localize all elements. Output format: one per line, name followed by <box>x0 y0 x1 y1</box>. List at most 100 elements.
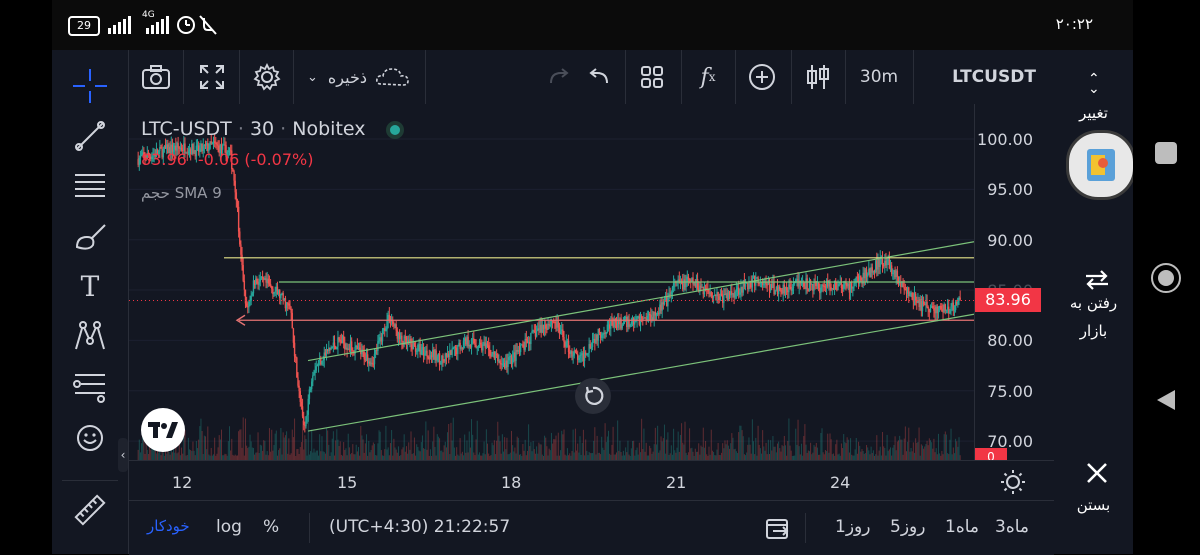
candle-body <box>505 360 507 369</box>
fullscreen-icon[interactable] <box>185 50 239 104</box>
candle-body <box>436 356 438 361</box>
volume-bar <box>360 426 362 460</box>
price-chart[interactable] <box>129 104 974 460</box>
candle-body <box>209 141 211 149</box>
volume-bar <box>355 444 357 460</box>
time-axis[interactable]: 12 15 18 21 24 <box>129 460 1054 501</box>
home-button[interactable] <box>1151 263 1181 293</box>
chart-pane[interactable]: LTC-USDT · 30 · Nobitex 83.96 -0.06 (-0.… <box>129 104 974 460</box>
crosshair-icon[interactable] <box>70 66 110 106</box>
volume-bar <box>353 454 355 460</box>
volume-bar <box>255 452 257 460</box>
volume-bar <box>927 445 929 460</box>
log-scale-toggle[interactable]: log <box>216 517 242 537</box>
pattern-tool-icon[interactable] <box>70 316 110 356</box>
add-compare-icon[interactable] <box>737 50 787 104</box>
volume-bar <box>352 444 354 460</box>
volume-bar <box>425 421 427 460</box>
candle-body <box>221 145 224 150</box>
candle-body <box>680 280 683 282</box>
candle-body <box>836 289 838 291</box>
candle-body <box>830 287 832 290</box>
candle-body <box>460 347 462 349</box>
prediction-tool-icon[interactable] <box>70 366 110 406</box>
candle-body <box>395 324 397 331</box>
candles-chart-type-icon[interactable] <box>793 50 843 104</box>
change-label[interactable]: تغییر <box>1079 104 1108 122</box>
go-to-market-label-1[interactable]: رفتن به <box>1069 294 1118 312</box>
percent-scale-toggle[interactable]: % <box>263 517 280 537</box>
settings-gear-icon[interactable] <box>241 50 293 104</box>
range-1m[interactable]: 1ماه <box>945 517 980 537</box>
close-icon[interactable] <box>1086 462 1108 488</box>
app-bubble-icon[interactable] <box>1066 130 1136 200</box>
volume-bar <box>417 446 419 460</box>
volume-bar <box>179 455 181 460</box>
volume-bar <box>796 444 798 460</box>
volume-bar <box>448 423 450 460</box>
volume-indicator-label[interactable]: حجم SMA 9 <box>141 184 222 202</box>
candle-body <box>497 354 499 362</box>
volume-bar <box>248 446 250 460</box>
timezone-clock[interactable]: (UTC+4:30) 21:22:57 <box>329 517 511 537</box>
go-to-date-icon[interactable] <box>765 515 791 545</box>
candle-body <box>573 350 575 356</box>
range-1d[interactable]: 1روز <box>835 517 871 537</box>
trendline-tool-icon[interactable] <box>70 116 110 156</box>
close-label[interactable]: بستن <box>1076 496 1111 514</box>
volume-bar <box>576 450 578 460</box>
candle-body <box>693 282 695 285</box>
brush-tool-icon[interactable] <box>70 216 110 256</box>
undo-icon[interactable] <box>577 50 621 104</box>
redo-icon[interactable] <box>537 50 581 104</box>
candle-body <box>411 344 413 350</box>
recents-button[interactable] <box>1155 142 1177 164</box>
candle-body <box>849 282 852 293</box>
candle-body <box>865 269 868 277</box>
candle-body <box>413 342 416 346</box>
collapse-toolbar-button[interactable]: ‹ <box>118 438 128 472</box>
volume-bar <box>236 455 238 460</box>
volume-bar <box>750 453 752 460</box>
go-to-market-label-2[interactable]: بازار <box>1079 322 1108 340</box>
legend-exchange: Nobitex <box>292 118 366 140</box>
range-3m[interactable]: 3ماه <box>995 517 1030 537</box>
ruler-tool-icon[interactable] <box>70 490 110 530</box>
fib-tool-icon[interactable] <box>70 166 110 206</box>
save-layout-button[interactable]: ⌄ ذخیره <box>299 50 419 104</box>
volume-bar <box>517 437 519 460</box>
reset-chart-icon[interactable] <box>575 378 611 414</box>
volume-bar <box>244 418 246 460</box>
volume-bar <box>630 448 632 460</box>
emoji-tool-icon[interactable] <box>70 418 110 458</box>
chevron-up-down-icon[interactable]: ⌃ ⌄ <box>1088 71 1100 97</box>
candle-body <box>390 320 393 322</box>
volume-bar <box>822 452 824 460</box>
volume-bar <box>265 454 267 460</box>
tradingview-logo-icon[interactable] <box>141 408 185 452</box>
clock: ۲۰:۲۲ <box>1055 15 1093 33</box>
screenshot-icon[interactable] <box>129 50 183 104</box>
back-button[interactable] <box>1155 388 1177 416</box>
layout-grid-icon[interactable] <box>627 50 677 104</box>
candle-body <box>788 284 790 293</box>
candle-body <box>946 306 949 310</box>
range-5d[interactable]: 5روز <box>890 517 926 537</box>
volume-bar <box>698 443 700 460</box>
candle-body <box>385 329 387 332</box>
auto-scale-toggle[interactable]: خودکار <box>147 517 190 535</box>
chart-settings-sun-icon[interactable] <box>1001 470 1025 498</box>
volume-bar <box>335 440 337 460</box>
price-axis[interactable]: 100.00 95.00 90.00 85.00 80.00 75.00 70.… <box>974 104 1055 462</box>
volume-bar <box>299 447 301 460</box>
interval-button[interactable]: 30m <box>859 67 899 87</box>
candle-body <box>741 286 743 293</box>
candle-body <box>824 286 827 288</box>
candle-body <box>400 335 402 339</box>
swap-arrows-icon[interactable] <box>1084 270 1110 294</box>
volume-bar <box>507 454 509 460</box>
text-tool-icon[interactable]: T <box>80 269 100 303</box>
volume-bar <box>894 436 896 460</box>
symbol-button[interactable]: LTCUSDT <box>952 67 1036 87</box>
